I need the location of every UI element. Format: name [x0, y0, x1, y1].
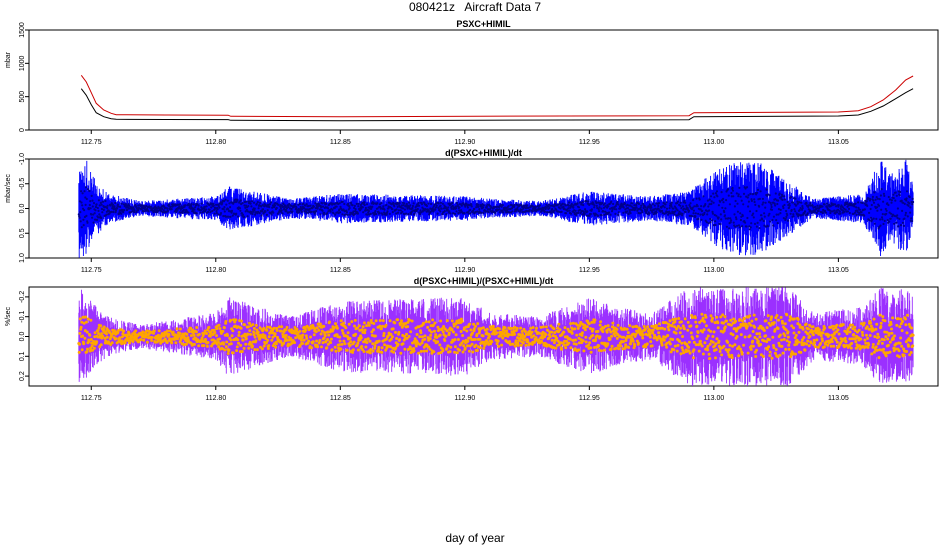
series-line-2	[80, 88, 914, 122]
x-tick-label: 112.85	[330, 395, 351, 402]
figure-title: 080421z Aircraft Data 7	[408, 0, 542, 14]
x-tick-label: 112.85	[330, 267, 351, 274]
panel-title: d(PSXC+HIMIL)/(PSXC+HIMIL)/dt	[414, 276, 554, 286]
chart-panel-1: PSXC+HIMIL 112.75 112.80 112.85 112.90 112.95…	[5, 19, 939, 146]
y-tick-label: 1500	[19, 22, 26, 38]
x-tick-label: 112.75	[81, 139, 102, 146]
y-tick-label: -0.1	[19, 311, 26, 323]
x-tick-label: 113.05	[828, 139, 849, 146]
x-axis-label: day of year	[445, 531, 505, 545]
chart-panel-3: d(PSXC+HIMIL)/(PSXC+HIMIL)/dt 112.75 112.8…	[5, 276, 939, 402]
y-tick-label: -1.0	[19, 153, 26, 165]
x-tick-label: 112.85	[330, 139, 351, 146]
x-tick-label: 112.90	[454, 139, 475, 146]
plot-frame	[28, 29, 939, 131]
panel-title: d(PSXC+HIMIL)/dt	[445, 148, 522, 158]
y-tick-label: 0.0	[19, 332, 26, 342]
x-tick-label: 113.00	[703, 139, 724, 146]
chart-panel-2: d(PSXC+HIMIL)/dt 112.75 112.80 112.85 112.90…	[5, 148, 939, 274]
x-tick-label: 112.80	[205, 267, 226, 274]
plot-area	[77, 287, 915, 386]
y-tick-label: -0.2	[19, 291, 26, 303]
x-tick-label: 112.95	[579, 139, 600, 146]
x-tick-label: 113.00	[703, 395, 724, 402]
y-tick-label: -0.5	[19, 178, 26, 190]
signal-points	[77, 312, 915, 361]
x-tick-label: 112.95	[579, 395, 600, 402]
y-axis-label: mbar	[5, 51, 12, 68]
y-axis-label: %/sec	[5, 306, 12, 326]
x-tick-label: 113.05	[828, 395, 849, 402]
plot-area	[77, 159, 915, 258]
x-tick-label: 113.05	[828, 267, 849, 274]
y-tick-label: 500	[19, 91, 26, 103]
x-tick-label: 112.80	[205, 139, 226, 146]
signal-points	[77, 186, 915, 231]
x-tick-label: 112.75	[81, 267, 102, 274]
x-tick-label: 113.00	[703, 267, 724, 274]
y-tick-label: 0.1	[19, 351, 26, 361]
x-tick-label: 112.80	[205, 395, 226, 402]
y-tick-label: 0.5	[19, 228, 26, 238]
y-tick-label: 1000	[19, 55, 26, 71]
plot-area	[80, 75, 914, 122]
series-line-1	[80, 75, 914, 118]
x-tick-label: 112.95	[579, 267, 600, 274]
y-tick-label: 1.0	[19, 253, 26, 263]
panel-title: PSXC+HIMIL	[456, 19, 511, 29]
x-tick-label: 112.90	[454, 395, 475, 402]
y-tick-label: 0.2	[19, 371, 26, 381]
x-tick-label: 112.90	[454, 267, 475, 274]
y-axis-label: mbar/sec	[5, 174, 12, 203]
y-tick-label: 0.0	[19, 204, 26, 214]
x-tick-label: 112.75	[81, 395, 102, 402]
y-tick-label: 0	[19, 128, 26, 132]
